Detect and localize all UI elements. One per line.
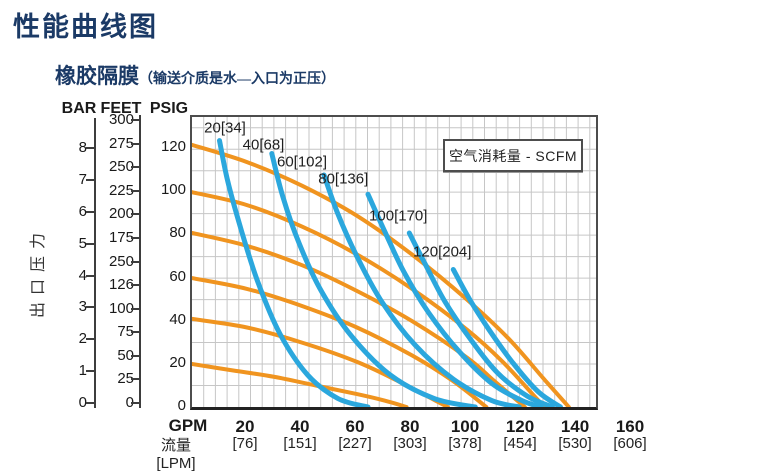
bar-tickmark [86, 402, 94, 404]
feet-tick-label: 250 [108, 252, 134, 270]
feet-tickmark [131, 402, 139, 404]
bar-tickmark [86, 178, 94, 181]
curve-label: 100[170] [369, 207, 428, 225]
x-axis-label-gpm: GPM [168, 416, 208, 435]
bar-tick-label: 4 [78, 266, 87, 284]
axis-header-bar: BAR [61, 100, 97, 117]
x-tick-label-lpm: [227] [338, 435, 372, 452]
subtitle-note: （输送介质是水—入口为正压） [139, 72, 335, 87]
feet-tickmark [131, 307, 139, 310]
chart-subtitle-row: 橡胶隔膜（输送介质是水—入口为正压） [55, 60, 335, 90]
bar-tick-label: 2 [78, 330, 87, 348]
x-tick-label-lpm: [606] [613, 435, 647, 452]
feet-tickmark [131, 378, 139, 381]
feet-tick-label: 126 [108, 276, 134, 294]
air-consumption-curve [450, 267, 563, 407]
feet-tick-label: 25 [117, 370, 134, 388]
feet-tickmark [131, 284, 139, 287]
curve-label: 80[136] [318, 170, 369, 188]
bar-tickmark [86, 338, 94, 341]
x-tick-label-lpm: [530] [558, 435, 592, 452]
psig-tick-label: 20 [169, 353, 186, 371]
feet-tick-label: 75 [117, 323, 134, 341]
feet-tick-label: 50 [117, 346, 134, 364]
feet-tick-label: 300 [108, 111, 134, 128]
bar-tick-label: 7 [78, 170, 87, 188]
feet-tick-label: 250 [108, 158, 134, 176]
bar-tick-label: 6 [78, 202, 87, 220]
feet-tickmark [131, 260, 139, 263]
x-tick-label-gpm: 160 [615, 417, 645, 436]
bar-tick-label: 1 [78, 362, 87, 380]
x-tick-label-gpm: 40 [290, 417, 310, 436]
bar-tick-label: 8 [78, 139, 87, 156]
air-consumption-curve [365, 191, 544, 407]
legend-box: 空气消耗量 - SCFM [443, 139, 583, 172]
curve-label: 120[204] [413, 243, 472, 261]
curve-label: 20[34] [204, 119, 246, 137]
bar-tickmark [86, 147, 94, 149]
bar-tickmark [86, 306, 94, 309]
feet-tick-label: 200 [108, 205, 134, 223]
x-tick-label-gpm: 100 [450, 417, 480, 436]
x-tick-label-lpm: [454] [503, 435, 537, 452]
bar-axis-line [94, 118, 96, 408]
feet-tick-label: 100 [108, 299, 134, 317]
feet-tick-label: 225 [108, 181, 134, 199]
feet-tickmark [131, 354, 139, 357]
feet-axis-line [139, 115, 141, 408]
bar-tickmark [86, 274, 94, 277]
feet-tickmark [131, 142, 139, 145]
x-tick-label-gpm: 80 [400, 417, 420, 436]
feet-tickmark [131, 119, 139, 121]
bar-tickmark [86, 370, 94, 373]
x-tick-label-lpm: [378] [448, 435, 482, 452]
bar-tickmark [86, 210, 94, 213]
feet-tickmark [131, 166, 139, 169]
x-tick-label-gpm: 140 [560, 417, 590, 436]
feet-tick-label: 175 [108, 228, 134, 246]
bar-tickmark [86, 242, 94, 245]
axis-header-psig: PSIG [149, 100, 189, 117]
discharge-pressure-curve [192, 316, 450, 407]
feet-tickmark [131, 236, 139, 239]
psig-tick-label: 60 [169, 267, 186, 285]
x-tick-label-gpm: 120 [505, 417, 535, 436]
psig-tick-label: 80 [169, 224, 186, 242]
x-tick-label-gpm: 60 [345, 417, 365, 436]
x-tick-label-gpm: 20 [235, 417, 255, 436]
y-axis-title: 出口压力 [30, 226, 47, 319]
feet-tick-label: 0 [125, 394, 134, 411]
psig-tick-label: 0 [177, 397, 186, 414]
x-tick-label-lpm: [76] [232, 435, 258, 452]
axis-header-feet: FEET [100, 100, 142, 117]
legend-label: 空气消耗量 - SCFM [448, 147, 578, 164]
bar-tick-label: 3 [78, 298, 87, 316]
feet-tickmark [131, 213, 139, 216]
psig-tick-label: 100 [160, 181, 186, 199]
psig-tick-label: 120 [160, 138, 186, 155]
bar-tick-label: 5 [78, 234, 87, 252]
air-consumption-curve [269, 151, 478, 407]
bar-tick-label: 0 [78, 394, 87, 411]
x-axis-label-lpm: 流量 [LPM] [156, 437, 196, 472]
curve-label: 40[68] [242, 136, 285, 154]
x-tick-label-lpm: [151] [283, 435, 317, 452]
feet-tickmark [131, 189, 139, 192]
curve-label: 60[102] [276, 153, 328, 171]
x-tick-label-lpm: [303] [393, 435, 427, 452]
feet-tick-label: 275 [108, 134, 134, 152]
chart-subtitle: 橡胶隔膜 [55, 64, 139, 88]
psig-tick-label: 40 [169, 310, 186, 328]
air-consumption-curve [217, 138, 371, 407]
discharge-pressure-curve [192, 142, 571, 407]
air-consumption-curve [321, 172, 522, 407]
page-title: 性能曲线图 [13, 12, 158, 42]
air-consumption-curve [406, 230, 555, 407]
feet-tickmark [131, 331, 139, 334]
